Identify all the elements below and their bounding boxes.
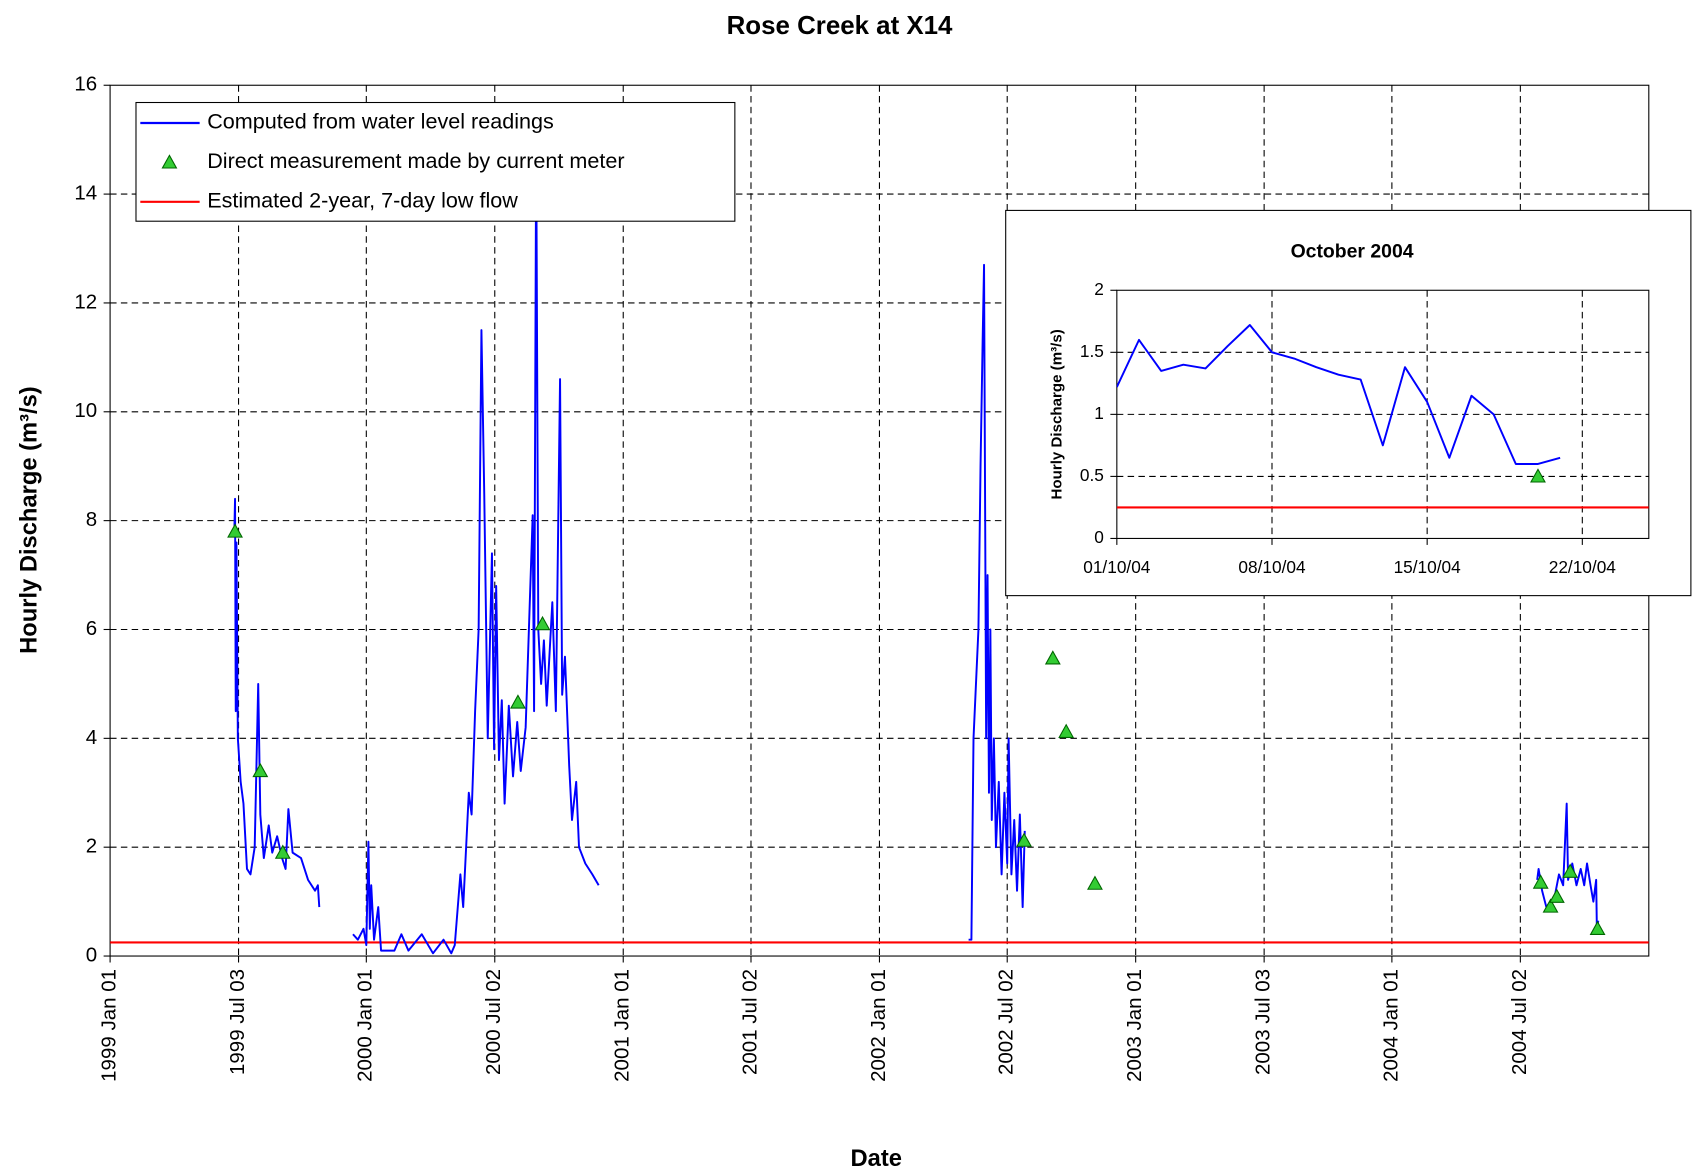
legend-label: Direct measurement made by current meter <box>207 148 624 173</box>
y-tick-label: 14 <box>74 182 97 205</box>
discharge-line <box>233 138 1600 955</box>
x-tick-label: 2000 Jan 01 <box>354 969 377 1082</box>
y-tick-label: 0.5 <box>1080 465 1104 485</box>
measurement-marker <box>1044 650 1061 665</box>
measurement-marker <box>1548 888 1565 903</box>
measurement-marker <box>534 615 551 631</box>
legend-label: Computed from water level readings <box>207 109 554 134</box>
y-axis-label: Hourly Discharge (m³/s) <box>17 386 43 654</box>
x-tick-label: 2003 Jul 03 <box>1252 969 1275 1075</box>
plot-border <box>1116 289 1650 539</box>
y-tick-label: 8 <box>86 508 97 531</box>
y-tick-label: 2 <box>1094 279 1104 299</box>
measurement-marker <box>1532 874 1549 889</box>
measurement-marker <box>227 523 243 538</box>
legend: Computed from water level readings Direct… <box>135 101 736 222</box>
x-tick-label: 08/10/04 <box>1238 557 1306 577</box>
x-tick-label: 2004 Jul 02 <box>1508 969 1531 1075</box>
x-tick-label: 2002 Jan 01 <box>867 969 890 1082</box>
x-tick-label: 2004 Jan 01 <box>1379 969 1402 1082</box>
x-tick-label: 2002 Jul 02 <box>995 969 1018 1075</box>
x-tick-label: 01/10/04 <box>1083 557 1151 577</box>
x-axis-label: Date <box>851 1146 902 1172</box>
x-tick-label: 1999 Jul 03 <box>226 969 249 1075</box>
y-tick-label: 1 <box>1094 403 1104 423</box>
x-tick-label: 2001 Jan 01 <box>611 969 634 1082</box>
y-tick-label: 0 <box>86 943 97 966</box>
measurement-marker <box>1589 920 1606 935</box>
chart-title: Rose Creek at X14 <box>727 12 953 40</box>
x-tick-label: 1999 Jan 01 <box>98 969 121 1082</box>
measurement-marker <box>1530 468 1546 483</box>
x-tick-label: 22/10/04 <box>1549 557 1617 577</box>
chart-title: October 2004 <box>1291 241 1414 263</box>
y-axis-label: Hourly Discharge (m³/s) <box>1048 329 1065 499</box>
y-tick-label: 1.5 <box>1080 341 1104 361</box>
y-tick-label: 10 <box>74 399 97 422</box>
chart-panel: 0 0.5 1 1.5 2 01/10/04 08/10/04 15/10/04 22/10/0… <box>1005 209 1692 597</box>
measurement-marker <box>1058 723 1075 738</box>
measurement-marker <box>1542 898 1559 913</box>
measurement-marker <box>1562 863 1579 878</box>
legend-box <box>135 101 736 222</box>
x-tick-label: 2001 Jul 02 <box>738 969 761 1075</box>
discharge-line <box>1116 324 1561 465</box>
measurement-marker <box>1087 875 1103 890</box>
y-tick-label: 0 <box>1094 527 1104 547</box>
measurement-marker <box>510 694 526 709</box>
y-tick-label: 2 <box>86 835 97 858</box>
x-tick-label: 2000 Jul 02 <box>482 969 505 1075</box>
x-tick-label: 15/10/04 <box>1394 557 1462 577</box>
measurement-marker <box>274 844 291 859</box>
x-tick-label: 2003 Jan 01 <box>1123 969 1146 1082</box>
y-tick-label: 4 <box>86 726 97 749</box>
data-layer <box>1116 324 1649 509</box>
legend-symbol <box>161 154 178 169</box>
y-tick-label: 12 <box>74 290 97 313</box>
y-tick-label: 16 <box>74 73 97 96</box>
measurement-marker <box>252 762 269 778</box>
y-tick-label: 6 <box>86 617 97 640</box>
data-layer <box>110 138 1649 955</box>
legend-label: Estimated 2-year, 7-day low flow <box>207 187 518 212</box>
measurement-marker <box>1016 832 1032 847</box>
